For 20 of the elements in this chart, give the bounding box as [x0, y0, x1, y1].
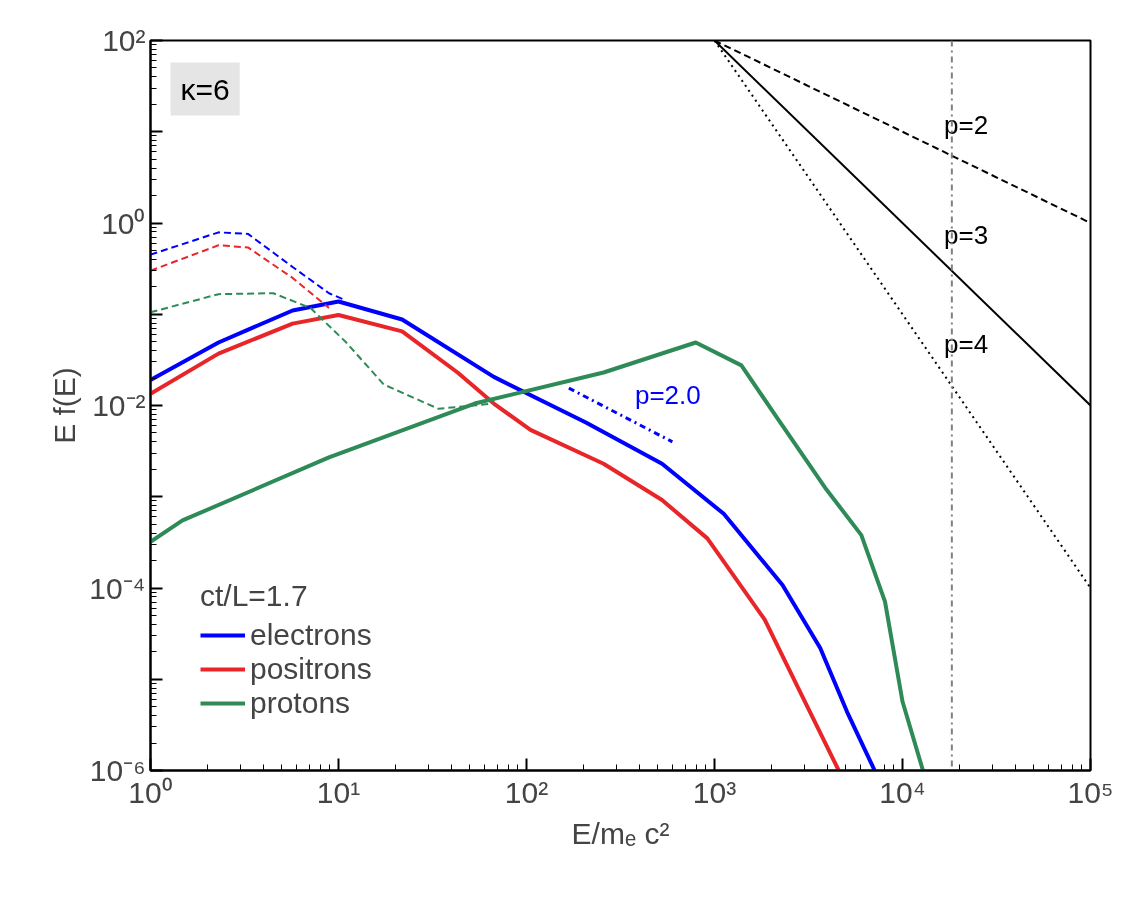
x-tick-label: 10⁵ [1067, 775, 1114, 809]
x-tick-label: 10² [504, 775, 549, 809]
legend-label: positrons [250, 652, 372, 686]
legend-label: electrons [250, 618, 372, 652]
x-tick-label: 10⁴ [879, 775, 926, 809]
y-tick-label: 10² [102, 24, 146, 57]
series-label: p=4 [944, 329, 989, 359]
x-axis-title: E/mₑ c² [571, 816, 670, 850]
y-tick-label: 10⁻² [92, 389, 146, 422]
x-tick-label: 10¹ [316, 775, 361, 809]
series-label: p=2 [944, 110, 989, 140]
x-tick-label: 10³ [692, 775, 737, 809]
y-axis-title: E f(E) [48, 367, 82, 444]
legend-label: protons [250, 686, 351, 720]
annotation: κ=6 [180, 72, 230, 106]
series-label: p=3 [944, 219, 989, 250]
series-label: p=2.0 [634, 380, 701, 411]
y-tick-label: 10⁻⁴ [89, 571, 146, 605]
legend-title: ct/L=1.7 [200, 579, 309, 613]
y-tick-label: 10⁰ [101, 206, 146, 240]
